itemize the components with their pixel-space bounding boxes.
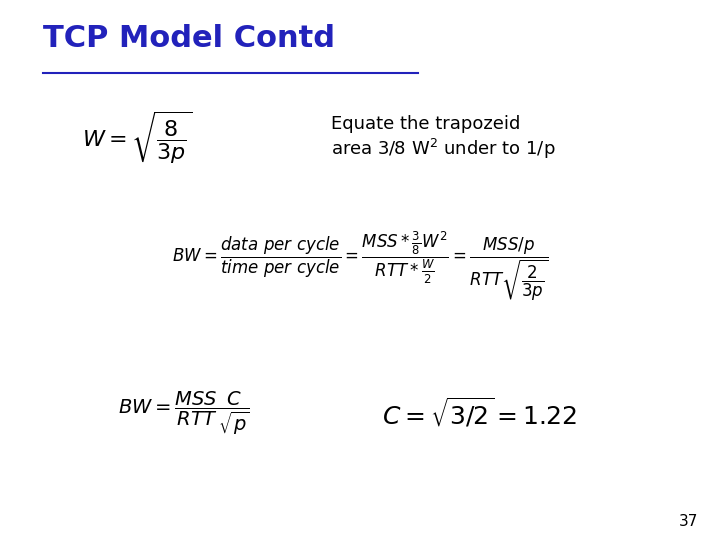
Text: $C = \sqrt{3/2} = 1.22$: $C = \sqrt{3/2} = 1.22$ bbox=[382, 396, 576, 430]
Text: TCP Model Contd: TCP Model Contd bbox=[43, 24, 336, 53]
Text: 37: 37 bbox=[679, 514, 698, 529]
Text: $BW = \dfrac{\mathit{data\ per\ cycle}}{\mathit{time\ per\ cycle}} = \dfrac{MSS : $BW = \dfrac{\mathit{data\ per\ cycle}}{… bbox=[171, 230, 549, 305]
Text: $BW = \dfrac{MSS}{RTT}\dfrac{C}{\sqrt{p}}$: $BW = \dfrac{MSS}{RTT}\dfrac{C}{\sqrt{p}… bbox=[117, 389, 250, 437]
Text: Equate the trapozeid: Equate the trapozeid bbox=[331, 115, 521, 133]
Text: $W = \sqrt{\dfrac{8}{3p}}$: $W = \sqrt{\dfrac{8}{3p}}$ bbox=[81, 110, 192, 166]
Text: area 3/8 W$^{2}$ under to 1/p: area 3/8 W$^{2}$ under to 1/p bbox=[331, 137, 556, 160]
